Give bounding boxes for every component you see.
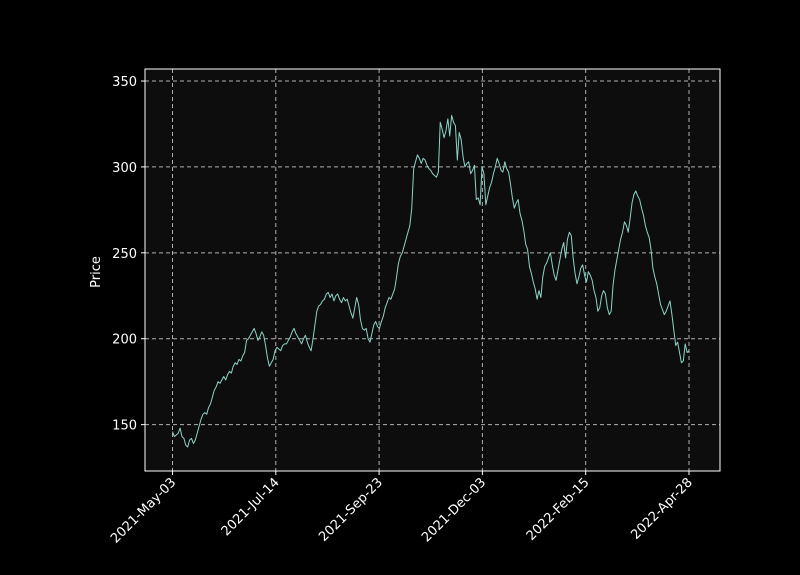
y-tick-label: 250 [112, 247, 137, 262]
y-tick-label: 200 [112, 333, 137, 348]
series-layer [172, 114, 690, 448]
y-axis-ticks: 150 200 250 300 350 [112, 75, 145, 434]
grid-lines [145, 69, 720, 471]
plot-area [145, 69, 720, 471]
y-tick-label: 300 [112, 161, 137, 176]
plot-frame [144, 68, 721, 472]
y-tick-label: 150 [112, 419, 137, 434]
price-series-line [172, 114, 690, 448]
y-axis-label: Price [89, 256, 104, 288]
y-tick-label: 350 [112, 75, 137, 90]
